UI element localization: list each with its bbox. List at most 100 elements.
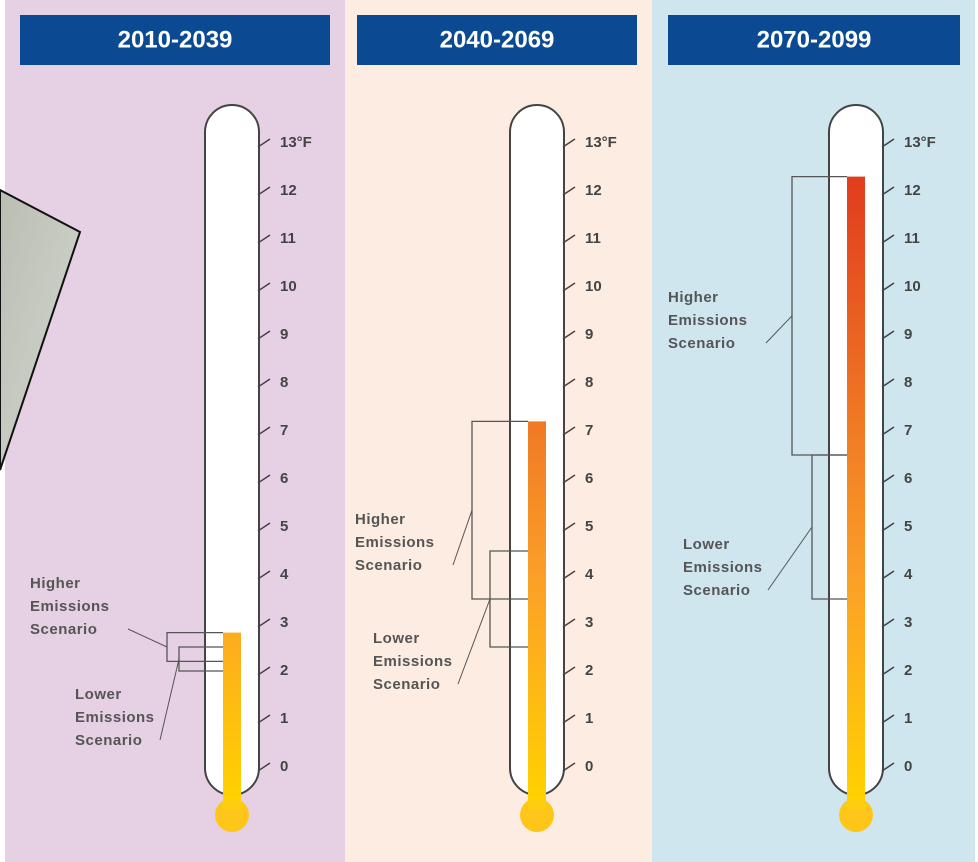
tick-mark (562, 522, 576, 532)
y-tick-label: 12 (280, 182, 297, 199)
tick-mark (257, 762, 271, 772)
label-connector (452, 510, 473, 566)
y-tick-label: 6 (280, 470, 288, 487)
y-tick-label: 2 (280, 662, 288, 679)
y-tick-label: 5 (280, 518, 288, 535)
y-tick-label: 13°F (904, 134, 936, 151)
tick-mark (881, 330, 895, 340)
panel-background (345, 0, 652, 862)
title-bar (668, 15, 960, 65)
y-tick-label: 6 (585, 470, 593, 487)
tick-mark (562, 378, 576, 388)
tick-mark (881, 186, 895, 196)
scenario-label: Higher Emissions Scenario (668, 289, 748, 352)
tick-mark (881, 426, 895, 436)
tick-mark (562, 666, 576, 676)
tick-mark (881, 234, 895, 244)
tick-mark (257, 282, 271, 292)
y-tick-label: 13°F (585, 134, 617, 151)
tick-mark (562, 618, 576, 628)
y-tick-label: 5 (585, 518, 593, 535)
y-tick-label: 10 (904, 278, 921, 295)
tick-mark (881, 762, 895, 772)
tick-mark (562, 186, 576, 196)
y-tick-label: 1 (904, 710, 912, 727)
temperature-fill (847, 176, 865, 801)
scenario-label: Higher Emissions Scenario (355, 511, 435, 574)
y-tick-label: 11 (585, 230, 601, 247)
tick-mark (257, 666, 271, 676)
tick-mark (562, 474, 576, 484)
tick-mark (257, 186, 271, 196)
y-tick-label: 0 (904, 758, 912, 775)
label-connector (767, 526, 813, 591)
tick-mark (562, 714, 576, 724)
tick-mark (562, 330, 576, 340)
tick-mark (881, 474, 895, 484)
y-tick-label: 3 (280, 614, 288, 631)
panel-title: 2010-2039 (118, 26, 233, 53)
y-tick-label: 4 (280, 566, 289, 583)
tick-mark (881, 666, 895, 676)
y-tick-label: 12 (904, 182, 921, 199)
y-tick-label: 9 (904, 326, 912, 343)
y-tick-label: 10 (585, 278, 602, 295)
y-tick-label: 8 (904, 374, 912, 391)
tick-mark (257, 330, 271, 340)
tick-mark (562, 234, 576, 244)
y-tick-label: 2 (585, 662, 593, 679)
y-tick-label: 11 (904, 230, 920, 247)
tick-mark (562, 426, 576, 436)
tick-mark (881, 378, 895, 388)
y-tick-label: 3 (904, 614, 912, 631)
scenario-label: Higher Emissions Scenario (30, 575, 110, 638)
tick-mark (881, 714, 895, 724)
y-tick-label: 0 (280, 758, 288, 775)
panel-title: 2040-2069 (440, 26, 555, 53)
y-tick-label: 9 (585, 326, 593, 343)
tick-mark (562, 570, 576, 580)
y-tick-label: 10 (280, 278, 297, 295)
scenario-label: Lower Emissions Scenario (683, 536, 763, 599)
tick-mark (881, 138, 895, 148)
y-tick-label: 7 (280, 422, 288, 439)
tick-mark (562, 762, 576, 772)
tick-mark (257, 426, 271, 436)
y-tick-label: 3 (585, 614, 593, 631)
panel-background (5, 0, 345, 862)
y-tick-label: 7 (585, 422, 593, 439)
label-connector (765, 315, 793, 344)
y-tick-label: 5 (904, 518, 912, 535)
y-tick-label: 9 (280, 326, 288, 343)
y-tick-label: 13°F (280, 134, 312, 151)
label-connector (159, 658, 180, 741)
y-tick-label: 4 (904, 566, 913, 583)
y-tick-label: 12 (585, 182, 602, 199)
temperature-fill (223, 632, 241, 800)
label-connector (127, 628, 168, 648)
panel-title: 2070-2099 (757, 26, 872, 53)
tick-mark (257, 234, 271, 244)
photo-inset (0, 188, 82, 471)
tick-mark (257, 618, 271, 628)
scenario-label: Lower Emissions Scenario (373, 630, 453, 693)
panel-background (652, 0, 975, 862)
label-connector (457, 598, 491, 685)
y-tick-label: 11 (280, 230, 296, 247)
title-bar (20, 15, 330, 65)
tick-mark (257, 378, 271, 388)
tick-mark (257, 570, 271, 580)
tick-mark (257, 138, 271, 148)
y-tick-label: 4 (585, 566, 594, 583)
tick-mark (562, 282, 576, 292)
y-tick-label: 0 (585, 758, 593, 775)
tick-mark (881, 570, 895, 580)
y-tick-label: 8 (280, 374, 288, 391)
tick-mark (257, 474, 271, 484)
y-tick-label: 6 (904, 470, 912, 487)
scenario-label: Lower Emissions Scenario (75, 686, 155, 749)
tick-mark (257, 522, 271, 532)
y-tick-label: 7 (904, 422, 912, 439)
